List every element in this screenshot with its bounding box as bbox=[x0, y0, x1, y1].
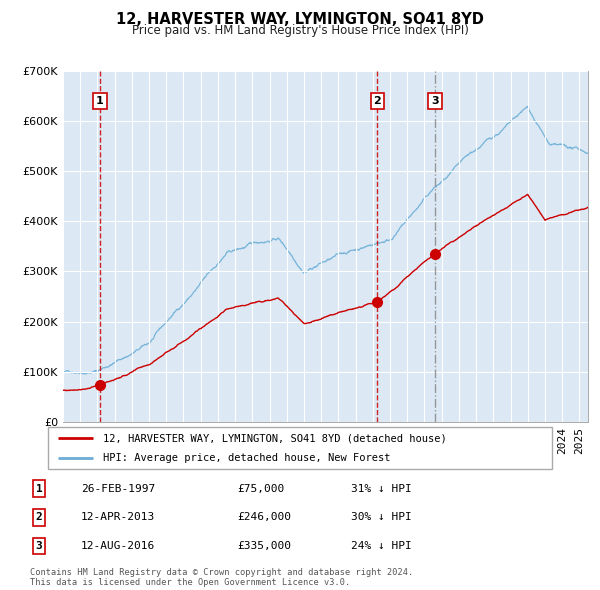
Text: HPI: Average price, detached house, New Forest: HPI: Average price, detached house, New … bbox=[103, 453, 391, 463]
Text: 12-APR-2013: 12-APR-2013 bbox=[81, 513, 155, 522]
Text: 12, HARVESTER WAY, LYMINGTON, SO41 8YD (detached house): 12, HARVESTER WAY, LYMINGTON, SO41 8YD (… bbox=[103, 433, 447, 443]
Text: 30% ↓ HPI: 30% ↓ HPI bbox=[351, 513, 412, 522]
Text: 1: 1 bbox=[96, 96, 104, 106]
Text: 12-AUG-2016: 12-AUG-2016 bbox=[81, 542, 155, 551]
Text: Contains HM Land Registry data © Crown copyright and database right 2024.
This d: Contains HM Land Registry data © Crown c… bbox=[30, 568, 413, 587]
Text: £335,000: £335,000 bbox=[237, 542, 291, 551]
Text: 12, HARVESTER WAY, LYMINGTON, SO41 8YD: 12, HARVESTER WAY, LYMINGTON, SO41 8YD bbox=[116, 12, 484, 27]
Text: 2: 2 bbox=[35, 513, 43, 522]
Text: Price paid vs. HM Land Registry's House Price Index (HPI): Price paid vs. HM Land Registry's House … bbox=[131, 24, 469, 37]
Text: 26-FEB-1997: 26-FEB-1997 bbox=[81, 484, 155, 493]
Text: £246,000: £246,000 bbox=[237, 513, 291, 522]
Text: 31% ↓ HPI: 31% ↓ HPI bbox=[351, 484, 412, 493]
Text: 3: 3 bbox=[35, 542, 43, 551]
Text: 2: 2 bbox=[374, 96, 382, 106]
Text: £75,000: £75,000 bbox=[237, 484, 284, 493]
Text: 1: 1 bbox=[35, 484, 43, 493]
FancyBboxPatch shape bbox=[48, 427, 552, 469]
Text: 3: 3 bbox=[431, 96, 439, 106]
Text: 24% ↓ HPI: 24% ↓ HPI bbox=[351, 542, 412, 551]
